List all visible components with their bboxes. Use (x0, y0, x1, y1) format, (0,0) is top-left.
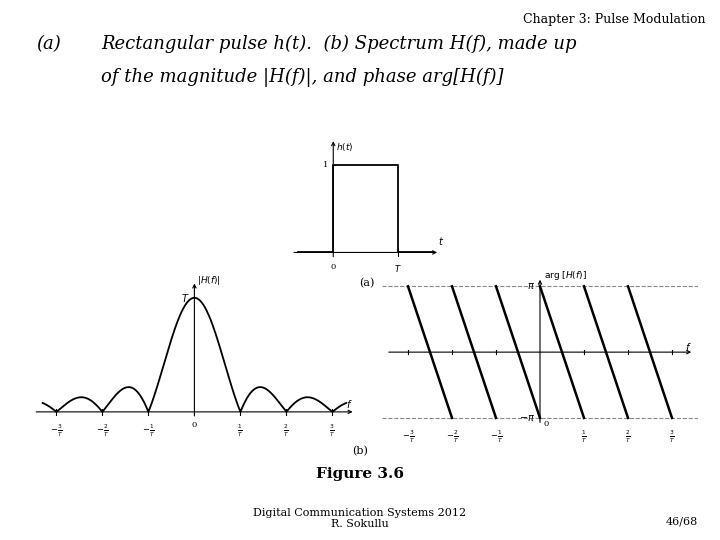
Text: $\frac{1}{T}$: $\frac{1}{T}$ (581, 428, 587, 445)
Text: $\frac{1}{T}$: $\frac{1}{T}$ (238, 422, 243, 438)
Text: $|H(f)|$: $|H(f)|$ (197, 274, 220, 287)
Text: $f$: $f$ (685, 341, 692, 353)
Text: $f$: $f$ (346, 399, 353, 410)
Text: $\frac{3}{T}$: $\frac{3}{T}$ (330, 422, 336, 438)
Text: Figure 3.6: Figure 3.6 (316, 467, 404, 481)
Text: $-\pi$: $-\pi$ (518, 413, 535, 423)
Text: Chapter 3: Pulse Modulation: Chapter 3: Pulse Modulation (523, 14, 706, 26)
Text: (a): (a) (36, 35, 60, 53)
Text: (b): (b) (352, 446, 368, 456)
Text: $\frac{3}{T}$: $\frac{3}{T}$ (669, 428, 675, 445)
Text: $h(t)$: $h(t)$ (336, 141, 354, 153)
Text: of the magnitude |H(f)|, and phase arg[H(f)]: of the magnitude |H(f)|, and phase arg[H… (101, 68, 503, 87)
Text: $-\frac{2}{T}$: $-\frac{2}{T}$ (446, 428, 459, 445)
Text: 1: 1 (323, 161, 329, 168)
Text: $\arg\,[H(f)]$: $\arg\,[H(f)]$ (544, 268, 586, 281)
Text: 0: 0 (544, 420, 549, 428)
Text: $-\frac{3}{T}$: $-\frac{3}{T}$ (402, 428, 415, 445)
Text: $-\frac{1}{T}$: $-\frac{1}{T}$ (490, 428, 503, 445)
Text: Digital Communication Systems 2012
R. Sokullu: Digital Communication Systems 2012 R. So… (253, 508, 467, 529)
Text: $T$: $T$ (394, 263, 402, 274)
Text: 46/68: 46/68 (666, 516, 698, 526)
Text: 0: 0 (192, 421, 197, 429)
Text: $T$: $T$ (181, 292, 190, 304)
Text: $-\frac{2}{T}$: $-\frac{2}{T}$ (96, 422, 109, 438)
Text: 0: 0 (330, 263, 336, 271)
Text: (a): (a) (359, 278, 375, 288)
Text: $\frac{2}{T}$: $\frac{2}{T}$ (284, 422, 289, 438)
Text: $-\frac{3}{T}$: $-\frac{3}{T}$ (50, 422, 63, 438)
Text: $\pi$: $\pi$ (527, 281, 535, 291)
Text: $\frac{2}{T}$: $\frac{2}{T}$ (625, 428, 631, 445)
Text: $t$: $t$ (438, 235, 444, 247)
Text: $-\frac{1}{T}$: $-\frac{1}{T}$ (142, 422, 155, 438)
Text: Rectangular pulse h(t).  (b) Spectrum H(f), made up: Rectangular pulse h(t). (b) Spectrum H(f… (101, 35, 576, 53)
